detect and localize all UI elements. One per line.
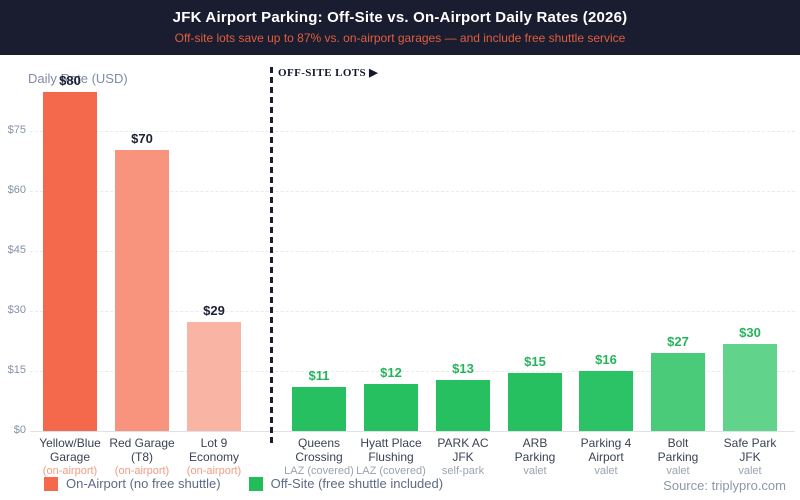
bar-category-label: ARB Parking valet	[479, 436, 591, 479]
bar-category-label: Yellow/Blue Garage (on-airport)	[14, 436, 126, 479]
chart-subtitle: Off-site lots save up to 87% vs. on-airp…	[174, 31, 626, 45]
category-name-line: Crossing	[295, 449, 343, 464]
category-name-line: Lot 9	[200, 436, 228, 450]
category-name-line: Economy	[188, 449, 240, 464]
legend-item: Off-Site (free shuttle included)	[248, 476, 444, 491]
category-name-line: Bolt	[667, 436, 689, 450]
legend-swatch-icon	[248, 476, 263, 491]
bar-category-label: PARK AC JFK self-park	[407, 436, 519, 479]
bar-parking-4-airport	[579, 371, 633, 431]
offsite-divider-label: OFF-SITE LOTS ▶	[278, 67, 379, 79]
gridline-$45	[30, 251, 795, 252]
bar-arb-parking	[508, 373, 562, 431]
gridline-$60	[30, 191, 795, 192]
category-name-line: PARK AC	[437, 436, 489, 450]
y-tick-$45: $45	[7, 244, 26, 256]
bar-category-label: Lot 9 Economy (on-airport)	[158, 436, 270, 479]
bar-value-label: $16	[595, 352, 617, 367]
bar-value-label: $15	[524, 354, 546, 369]
bar-category-label: Hyatt Place Flushing LAZ (covered)	[335, 436, 447, 479]
bar-value-label: $11	[308, 368, 330, 383]
category-name-line: Parking	[514, 449, 556, 464]
legend-swatch-icon	[44, 476, 58, 491]
bar-lot-9-economy	[187, 322, 241, 431]
category-sublabel: (on-airport)	[42, 465, 98, 477]
y-tick-$15: $15	[7, 364, 26, 376]
category-sublabel: LAZ (covered)	[356, 465, 426, 477]
bar-category-label: Bolt Parking valet	[622, 436, 734, 479]
category-sublabel: (on-airport)	[114, 465, 170, 477]
bar-red-garage-t8-	[115, 150, 169, 431]
category-name-line: JFK	[452, 449, 474, 464]
source-credit: Source: triplypro.com	[663, 478, 786, 493]
category-name-line: Parking 4	[580, 436, 632, 450]
category-name-line: ARB	[522, 436, 548, 450]
y-tick-$60: $60	[7, 184, 26, 196]
category-name-line: (T8)	[131, 449, 153, 464]
category-name-line: Hyatt Place	[360, 436, 422, 450]
gridline-$30	[30, 311, 795, 312]
bar-value-label: $29	[203, 303, 225, 318]
bar-park-ac-jfk	[436, 380, 490, 431]
bar-category-label: Safe Park JFK valet	[694, 436, 800, 479]
category-name-line: Flushing	[368, 449, 414, 464]
category-name-line: Queens	[297, 436, 341, 450]
bar-value-label: $13	[452, 361, 474, 376]
category-name-line: Safe Park	[723, 436, 777, 450]
category-name-line: Parking	[657, 449, 699, 464]
category-name-line: Yellow/Blue	[39, 436, 101, 450]
x-axis-line	[30, 431, 795, 432]
category-sublabel: self-park	[441, 465, 485, 477]
gridline-$15	[30, 371, 795, 372]
category-name-line: Airport	[588, 449, 624, 464]
legend-label: Off-Site (free shuttle included)	[270, 476, 444, 491]
bar-hyatt-place-flushing	[364, 384, 418, 431]
legend-item: On-Airport (no free shuttle)	[44, 476, 221, 491]
bar-category-label: Red Garage (T8) (on-airport)	[86, 436, 198, 479]
y-tick-$30: $30	[7, 304, 26, 316]
bar-yellow-blue-garage	[43, 92, 97, 431]
bar-value-label: $27	[667, 334, 689, 349]
category-sublabel: valet	[523, 465, 547, 477]
chart-title: JFK Airport Parking: Off-Site vs. On-Air…	[172, 9, 628, 26]
bar-value-label: $80	[59, 73, 81, 88]
chart-header: JFK Airport Parking: Off-Site vs. On-Air…	[0, 0, 800, 55]
legend-label: On-Airport (no free shuttle)	[66, 476, 221, 491]
bar-category-label: Queens Crossing LAZ (covered)	[263, 436, 375, 479]
category-name-line: JFK	[739, 449, 761, 464]
legend: On-Airport (no free shuttle) Off-Site (fr…	[44, 476, 443, 491]
bar-value-label: $70	[131, 131, 153, 146]
bar-value-label: $30	[739, 325, 761, 340]
gridline-$75	[30, 131, 795, 132]
category-sublabel: LAZ (covered)	[284, 465, 354, 477]
category-sublabel: valet	[738, 465, 762, 477]
category-sublabel: valet	[594, 465, 618, 477]
y-axis-label: Daily Rate (USD)	[28, 71, 128, 86]
bar-queens-crossing	[292, 387, 346, 431]
bar-category-label: Parking 4 Airport valet	[550, 436, 662, 479]
y-tick-$75: $75	[7, 124, 26, 136]
category-sublabel: (on-airport)	[186, 465, 242, 477]
bar-safe-park-jfk	[723, 344, 777, 431]
bar-bolt-parking	[651, 353, 705, 431]
category-sublabel: valet	[666, 465, 690, 477]
offsite-divider-line	[270, 67, 273, 446]
y-tick-$0: $0	[13, 424, 26, 436]
bar-value-label: $12	[380, 365, 402, 380]
category-name-line: Garage	[49, 449, 91, 464]
category-name-line: Red Garage	[109, 436, 175, 450]
